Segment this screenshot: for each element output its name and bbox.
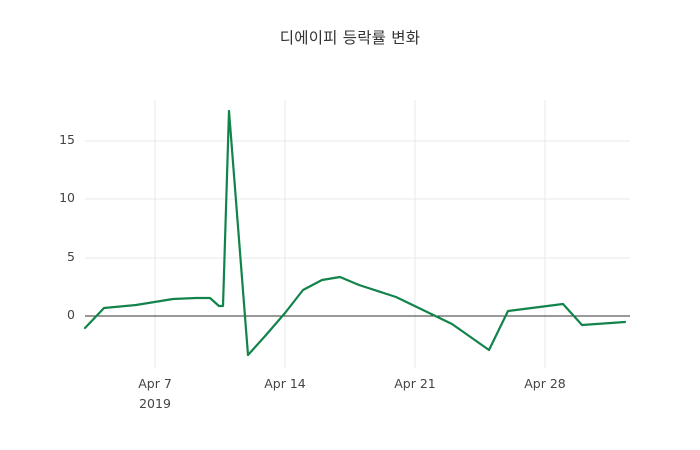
- data-series-line: [83, 109, 627, 357]
- horizontal-gridlines: [85, 140, 630, 259]
- series-line-path: [83, 109, 627, 357]
- x-tick-label-apr-28: Apr 28: [524, 376, 566, 391]
- y-tick-label-5: 5: [67, 249, 75, 264]
- vertical-gridlines: [154, 100, 546, 368]
- x-tick-sublabel-year: 2019: [139, 396, 171, 411]
- x-tick-label-apr-21: Apr 21: [394, 376, 436, 391]
- chart-title: 디에이피 등락률 변화: [279, 29, 421, 47]
- y-tick-label-10: 10: [59, 190, 75, 205]
- x-tick-label-apr-7: Apr 7: [138, 376, 172, 391]
- y-tick-label-0: 0: [67, 307, 75, 322]
- x-tick-label-apr-14: Apr 14: [264, 376, 306, 391]
- y-tick-label-15: 15: [59, 132, 75, 147]
